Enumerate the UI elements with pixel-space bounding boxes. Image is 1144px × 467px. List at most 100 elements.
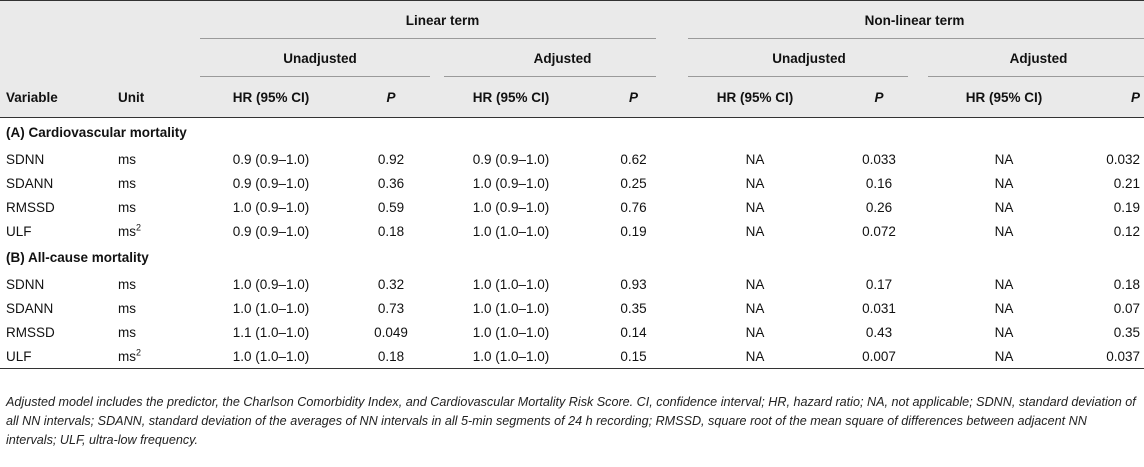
- cell-unit: ms2: [118, 344, 200, 369]
- cell-linear-unadjusted-p: 0.36: [377, 175, 405, 191]
- column-header-p: P: [1075, 77, 1144, 118]
- unit-text: ms: [118, 348, 136, 364]
- cell-nonlinear-unadjusted-hr: NA: [745, 151, 765, 167]
- cell-linear-adjusted-p: 0.62: [620, 151, 647, 167]
- sub-header-nonlinear-adjusted: Adjusted: [933, 39, 1144, 77]
- cell-linear-adjusted-hr: 1.0 (1.0–1.0): [472, 300, 550, 316]
- cell-nonlinear-adjusted-hr: NA: [994, 199, 1014, 215]
- cell-linear-unadjusted-p: 0.32: [377, 276, 405, 292]
- cell-variable: ULF: [6, 223, 32, 239]
- sub-header-nonlinear-unadjusted: Unadjusted: [685, 39, 934, 77]
- cell-nonlinear-unadjusted-hr: NA: [745, 199, 765, 215]
- group-header-nonlinear: Non-linear term: [685, 0, 1144, 39]
- cell-nonlinear-adjusted-p: 0.07: [1113, 300, 1141, 316]
- cell-unit: ms2: [118, 219, 200, 243]
- column-header-p: P: [825, 77, 934, 118]
- column-header-p: P: [342, 77, 440, 118]
- cell-linear-adjusted-p: 0.25: [620, 175, 647, 191]
- table-row: RMSSD ms 1.0 (0.9–1.0) 0.59 1.0 (0.9–1.0) 0.7…: [0, 195, 1144, 219]
- cell-nonlinear-adjusted-hr: NA: [994, 324, 1014, 340]
- table-row: SDANN ms 1.0 (1.0–1.0) 0.73 1.0 (1.0–1.0) 0.3…: [0, 296, 1144, 320]
- cell-nonlinear-unadjusted-p: 0.16: [865, 175, 893, 191]
- group-header-linear: Linear term: [200, 0, 686, 39]
- cell-nonlinear-unadjusted-p: 0.031: [862, 300, 896, 316]
- cell-variable: SDNN: [6, 276, 45, 292]
- cell-linear-unadjusted-hr: 1.0 (1.0–1.0): [200, 344, 342, 369]
- cell-variable: SDNN: [6, 151, 45, 167]
- cell-linear-adjusted-p: 0.35: [620, 300, 647, 316]
- cell-unit: ms: [118, 320, 200, 344]
- cell-nonlinear-adjusted-hr: NA: [994, 276, 1014, 292]
- cell-unit: ms: [118, 171, 200, 195]
- cell-unit: ms: [118, 147, 200, 171]
- cell-linear-adjusted-p: 0.15: [582, 344, 686, 369]
- cell-linear-unadjusted-p: 0.049: [374, 324, 408, 340]
- column-header-hr: HR (95% CI): [200, 77, 342, 118]
- results-table: Linear term Non-linear term Unadjusted A…: [0, 0, 1144, 369]
- cell-nonlinear-unadjusted-hr: NA: [685, 344, 826, 369]
- sub-underline: [928, 76, 1144, 77]
- table-row: ULF ms2 0.9 (0.9–1.0) 0.18 1.0 (1.0–1.0) 0.19…: [0, 219, 1144, 243]
- cell-unit: ms: [118, 296, 200, 320]
- column-header-hr: HR (95% CI): [440, 77, 582, 118]
- cell-nonlinear-adjusted-hr: NA: [994, 175, 1014, 191]
- cell-unit: ms: [118, 195, 200, 219]
- cell-linear-adjusted-hr: 0.9 (0.9–1.0): [472, 151, 550, 167]
- cell-nonlinear-adjusted-p: 0.12: [1113, 223, 1141, 239]
- table-footnote: Adjusted model includes the predictor, t…: [6, 394, 1136, 447]
- cell-linear-unadjusted-p: 0.18: [342, 344, 440, 369]
- header-spacer: [0, 0, 200, 39]
- cell-nonlinear-adjusted-p: 0.037: [1075, 344, 1144, 369]
- cell-nonlinear-adjusted-p: 0.032: [1106, 151, 1141, 167]
- cell-linear-adjusted-hr: 1.0 (1.0–1.0): [440, 344, 582, 369]
- cell-linear-unadjusted-hr: 1.0 (1.0–1.0): [232, 300, 310, 316]
- cell-linear-adjusted-p: 0.76: [620, 199, 647, 215]
- cell-linear-unadjusted-p: 0.18: [377, 223, 405, 239]
- cell-linear-unadjusted-p: 0.73: [377, 300, 405, 316]
- column-header-hr: HR (95% CI): [685, 77, 826, 118]
- section-title: (A) Cardiovascular mortality: [6, 125, 187, 140]
- cell-variable: RMSSD: [6, 199, 55, 215]
- cell-nonlinear-unadjusted-p: 0.007: [825, 344, 934, 369]
- cell-linear-unadjusted-hr: 1.1 (1.0–1.0): [232, 324, 310, 340]
- sub-underline: [444, 76, 656, 77]
- section-title: (B) All-cause mortality: [6, 250, 149, 265]
- cell-nonlinear-unadjusted-p: 0.033: [862, 151, 896, 167]
- cell-unit: ms: [118, 272, 200, 296]
- table-body: (A) Cardiovascular mortality SDNN ms 0.9 (0…: [0, 118, 1144, 369]
- table-row: SDNN ms 0.9 (0.9–1.0) 0.92 0.9 (0.9–1.0) 0.62…: [0, 147, 1144, 171]
- cell-linear-unadjusted-hr: 0.9 (0.9–1.0): [232, 223, 310, 239]
- column-header-hr: HR (95% CI): [933, 77, 1076, 118]
- unit-text: ms: [118, 199, 136, 215]
- cell-linear-adjusted-hr: 1.0 (0.9–1.0): [472, 199, 550, 215]
- unit-text: ms: [118, 151, 136, 167]
- table-row: SDANN ms 0.9 (0.9–1.0) 0.36 1.0 (0.9–1.0) 0.2…: [0, 171, 1144, 195]
- cell-nonlinear-unadjusted-p: 0.43: [865, 324, 893, 340]
- cell-nonlinear-adjusted-hr: NA: [994, 300, 1014, 316]
- sub-header-linear-adjusted: Adjusted: [440, 39, 686, 77]
- cell-nonlinear-adjusted-hr: NA: [933, 344, 1076, 369]
- cell-linear-unadjusted-hr: 1.0 (0.9–1.0): [232, 276, 310, 292]
- cell-linear-adjusted-hr: 1.0 (1.0–1.0): [472, 223, 550, 239]
- cell-linear-unadjusted-p: 0.59: [377, 199, 405, 215]
- column-header-unit: Unit: [118, 77, 200, 118]
- header-spacer: [0, 39, 200, 77]
- cell-linear-adjusted-hr: 1.0 (1.0–1.0): [472, 276, 550, 292]
- cell-linear-unadjusted-hr: 0.9 (0.9–1.0): [232, 175, 310, 191]
- cell-linear-unadjusted-p: 0.92: [377, 151, 405, 167]
- unit-text: ms: [118, 175, 136, 191]
- cell-variable: SDANN: [6, 175, 54, 191]
- unit-exponent: 2: [136, 347, 142, 357]
- unit-text: ms: [118, 223, 136, 239]
- unit-text: ms: [118, 276, 136, 292]
- unit-text: ms: [118, 324, 136, 340]
- cell-nonlinear-adjusted-p: 0.21: [1113, 175, 1141, 191]
- unit-exponent: 2: [136, 222, 142, 232]
- cell-linear-adjusted-p: 0.93: [620, 276, 647, 292]
- cell-nonlinear-unadjusted-hr: NA: [745, 324, 765, 340]
- cell-nonlinear-adjusted-p: 0.35: [1113, 324, 1141, 340]
- cell-nonlinear-unadjusted-p: 0.072: [862, 223, 896, 239]
- column-header-variable: Variable: [0, 77, 118, 118]
- cell-linear-adjusted-hr: 1.0 (1.0–1.0): [472, 324, 550, 340]
